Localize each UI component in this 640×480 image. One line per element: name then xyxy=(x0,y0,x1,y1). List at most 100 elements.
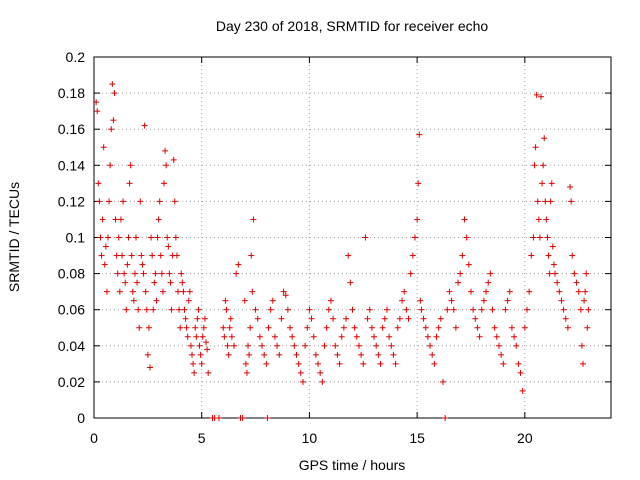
data-point xyxy=(157,252,164,259)
data-point xyxy=(94,108,101,115)
data-point xyxy=(585,306,592,313)
data-point xyxy=(332,342,339,349)
data-point xyxy=(227,315,234,322)
data-point xyxy=(325,306,332,313)
data-point xyxy=(196,342,203,349)
data-point xyxy=(178,270,185,277)
data-point xyxy=(500,360,507,367)
data-point xyxy=(535,216,542,223)
data-point xyxy=(542,198,549,205)
data-point xyxy=(131,270,138,277)
data-point xyxy=(274,342,281,349)
data-point xyxy=(564,324,571,331)
data-point xyxy=(147,364,154,371)
data-point xyxy=(199,333,206,340)
data-point xyxy=(470,306,477,313)
data-point xyxy=(250,216,257,223)
data-point xyxy=(571,270,578,277)
data-point xyxy=(366,306,373,313)
data-point xyxy=(107,162,114,169)
data-point xyxy=(450,306,457,313)
data-point xyxy=(495,342,502,349)
data-point xyxy=(327,297,334,304)
data-point xyxy=(532,144,539,151)
data-point xyxy=(319,378,326,385)
data-point xyxy=(112,216,119,223)
data-point xyxy=(345,252,352,259)
data-point xyxy=(581,297,588,304)
data-point xyxy=(480,297,487,304)
data-point xyxy=(544,234,551,241)
data-point xyxy=(100,144,107,151)
data-point xyxy=(567,183,574,190)
data-point xyxy=(181,306,188,313)
y-tick-label: 0.02 xyxy=(58,374,85,390)
data-point xyxy=(351,324,358,331)
data-point xyxy=(175,288,182,295)
data-point xyxy=(498,351,505,358)
data-point xyxy=(167,279,174,286)
data-point xyxy=(330,315,337,322)
data-point xyxy=(102,243,109,250)
data-point xyxy=(343,315,350,322)
x-tick-label: 10 xyxy=(302,430,318,446)
data-point xyxy=(463,234,470,241)
data-point xyxy=(340,324,347,331)
data-point xyxy=(392,360,399,367)
data-point xyxy=(225,351,232,358)
data-point xyxy=(106,198,113,205)
data-point xyxy=(362,234,369,241)
y-tick-label: 0.14 xyxy=(58,157,85,173)
data-point xyxy=(233,270,240,277)
data-point xyxy=(203,339,210,346)
data-point xyxy=(114,270,121,277)
data-point xyxy=(115,234,122,241)
data-point xyxy=(461,216,468,223)
data-point xyxy=(569,252,576,259)
data-point xyxy=(474,324,481,331)
data-point xyxy=(355,342,362,349)
data-point xyxy=(161,180,168,187)
data-point xyxy=(239,415,246,421)
data-point xyxy=(533,91,540,98)
data-point xyxy=(519,387,526,394)
y-tick-label: 0.2 xyxy=(66,49,86,65)
data-point xyxy=(455,279,462,286)
data-point xyxy=(278,315,285,322)
y-tick-label: 0.18 xyxy=(58,85,85,101)
data-point xyxy=(122,279,129,286)
data-point xyxy=(282,292,289,299)
data-point xyxy=(263,360,270,367)
data-point xyxy=(109,81,116,88)
data-point xyxy=(168,306,175,313)
data-point xyxy=(511,333,518,340)
data-point xyxy=(148,234,155,241)
data-point xyxy=(142,288,149,295)
data-point xyxy=(165,243,172,250)
data-point xyxy=(373,342,380,349)
data-point xyxy=(541,135,548,142)
data-point xyxy=(310,333,317,340)
chart-title: Day 230 of 2018, SRMTID for receiver ech… xyxy=(216,18,489,34)
data-point xyxy=(119,252,126,259)
data-point xyxy=(150,306,157,313)
data-point xyxy=(377,360,384,367)
data-point xyxy=(121,270,128,277)
data-point xyxy=(427,342,434,349)
data-point xyxy=(536,234,543,241)
data-point xyxy=(144,351,151,358)
data-point xyxy=(198,360,205,367)
data-point xyxy=(573,279,580,286)
data-point xyxy=(222,297,229,304)
data-point xyxy=(173,252,180,259)
y-tick-label: 0.06 xyxy=(58,302,85,318)
data-point xyxy=(245,342,252,349)
data-point xyxy=(379,324,386,331)
data-point xyxy=(95,180,102,187)
data-point xyxy=(291,342,298,349)
data-point xyxy=(371,333,378,340)
data-point xyxy=(353,333,360,340)
data-point xyxy=(336,360,343,367)
data-point xyxy=(172,234,179,241)
data-point xyxy=(235,261,242,268)
